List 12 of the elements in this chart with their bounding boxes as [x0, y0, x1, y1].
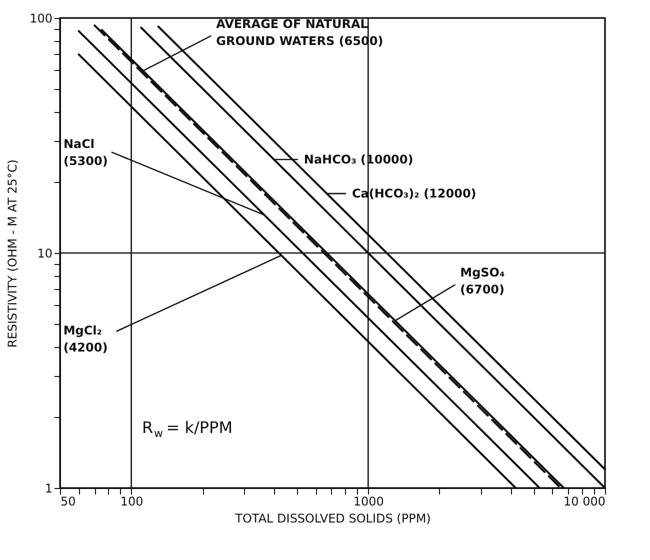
x-tick-label: 100	[120, 494, 144, 508]
y-axis-title: RESISTIVITY (OHM - M AT 25°C)	[6, 159, 20, 348]
x-axis-title: TOTAL DISSOLVED SOLIDS (PPM)	[234, 512, 431, 526]
y-tick-label: 10	[37, 246, 52, 260]
x-tick-label: 10 000	[564, 494, 606, 508]
x-tick-label: 1000	[353, 494, 384, 508]
annotation: NaCl (5300)	[63, 137, 108, 168]
annotation: MgCl₂ (4200)	[63, 323, 108, 354]
y-tick-label: 1	[44, 482, 52, 496]
x-tick-label: 50	[60, 494, 76, 508]
annotation: MgSO₄ (6700)	[460, 266, 505, 297]
y-tick-label: 100	[30, 12, 52, 26]
